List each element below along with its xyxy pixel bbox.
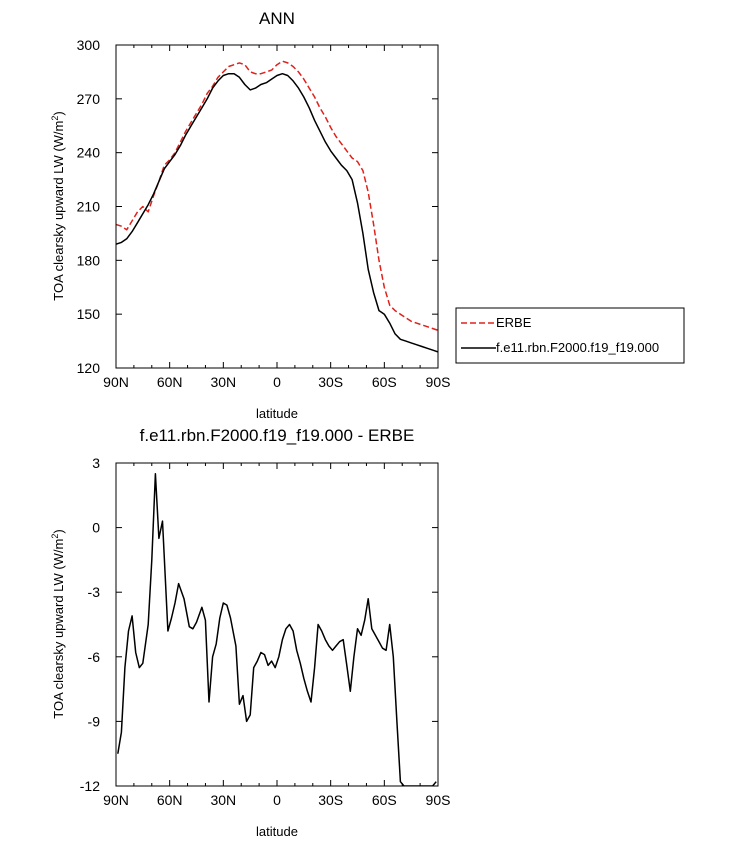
top-y-tick-label: 300 bbox=[77, 37, 101, 53]
top-y-tick-label: 150 bbox=[77, 306, 101, 322]
legend-label-model: f.e11.rbn.F2000.f19_f19.000 bbox=[496, 340, 659, 355]
bottom-y-tick-label: -6 bbox=[88, 649, 101, 665]
bottom-x-tick-label: 60S bbox=[372, 792, 397, 808]
bottom-x-tick-label: 90N bbox=[103, 792, 129, 808]
top-x-tick-label: 90S bbox=[426, 374, 451, 390]
top-y-tick-label: 210 bbox=[77, 199, 101, 215]
legend-box bbox=[455, 307, 685, 364]
top-title: ANN bbox=[259, 9, 295, 28]
panel-top: ANN 90N 60N 30N 0 30S 60S 90S 120 150 180 210 240 27… bbox=[50, 9, 685, 421]
bottom-y-tick-label: 3 bbox=[92, 455, 100, 471]
bottom-y-tick-label: -3 bbox=[88, 584, 101, 600]
bottom-y-tick-label: 0 bbox=[92, 520, 100, 536]
bottom-plot-frame bbox=[115, 462, 439, 787]
bottom-series-0-line bbox=[117, 473, 437, 786]
top-x-tick-label: 60N bbox=[157, 374, 183, 390]
top-y-tick-label: 180 bbox=[77, 252, 101, 268]
top-x-tick-label: 90N bbox=[103, 374, 129, 390]
bottom-x-axis-label: latitude bbox=[256, 824, 298, 839]
bottom-y-tick-label: -12 bbox=[80, 778, 100, 794]
top-x-axis-label: latitude bbox=[256, 406, 298, 421]
bottom-title: f.e11.rbn.F2000.f19_f19.000 - ERBE bbox=[140, 426, 415, 445]
bottom-x-tick-label: 90S bbox=[426, 792, 451, 808]
bottom-x-tick-label: 30N bbox=[210, 792, 236, 808]
top-series-0-line bbox=[116, 60, 438, 332]
bottom-x-tick-label: 60N bbox=[157, 792, 183, 808]
legend-label-erbe: ERBE bbox=[496, 315, 532, 330]
top-x-tick-label: 30N bbox=[210, 374, 236, 390]
top-series-1-line bbox=[116, 72, 438, 353]
top-x-tick-label: 30S bbox=[318, 374, 343, 390]
top-y-tick-label: 120 bbox=[77, 360, 101, 376]
top-x-tick-label: 0 bbox=[273, 374, 281, 390]
top-x-tick-label: 60S bbox=[372, 374, 397, 390]
top-y-tick-label: 240 bbox=[77, 145, 101, 161]
legend: ERBE f.e11.rbn.F2000.f19_f19.000 bbox=[455, 307, 685, 364]
bottom-y-tick-label: -9 bbox=[88, 713, 101, 729]
top-y-axis-label: TOA clearsky upward LW (W/m2) bbox=[50, 111, 66, 300]
panel-bottom: f.e11.rbn.F2000.f19_f19.000 - ERBE 90N 60… bbox=[50, 426, 450, 839]
bottom-y-axis-label: TOA clearsky upward LW (W/m2) bbox=[50, 529, 66, 718]
bottom-x-tick-label: 30S bbox=[318, 792, 343, 808]
top-y-tick-label: 270 bbox=[77, 91, 101, 107]
bottom-x-tick-label: 0 bbox=[273, 792, 281, 808]
top-plot-frame bbox=[115, 44, 439, 369]
